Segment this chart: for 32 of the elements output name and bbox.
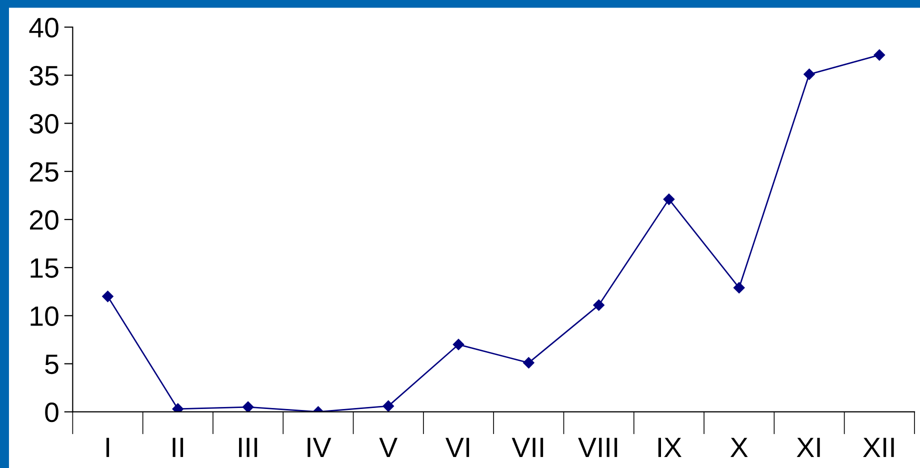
point (382, 400, 394, 412)
point (874, 49, 886, 61)
x-tick-label: XI (796, 438, 820, 457)
y-tick-label: 25 (30, 162, 58, 182)
x-tick-label: IX (658, 438, 682, 457)
x-tick-label: VIII (578, 438, 618, 457)
point (663, 194, 675, 205)
y-tick-label: 40 (29, 18, 58, 38)
y-tick-label: 5 (45, 354, 58, 374)
x-tick-label: II (172, 438, 184, 457)
x-tick-label: XII (863, 438, 894, 457)
point (523, 357, 534, 368)
x-tick-label: X (730, 438, 748, 457)
point (593, 299, 604, 311)
x-tick-label: I (106, 438, 110, 457)
y-tick-label: 20 (30, 210, 58, 230)
y-tick-label: 30 (30, 114, 58, 134)
point (172, 403, 184, 412)
point (452, 338, 464, 350)
y-tick-label: 35 (30, 66, 58, 86)
x-tick-label: VII (512, 438, 544, 457)
y-tick-label: 15 (30, 258, 58, 278)
point (102, 290, 114, 302)
x-tick-label: V (379, 438, 398, 457)
point (804, 68, 815, 80)
point (242, 401, 254, 412)
point (734, 282, 745, 294)
y-tick-label: 10 (30, 306, 58, 326)
y-tick-label: 0 (45, 402, 58, 422)
x-tick-label: VI (446, 438, 470, 457)
x-tick-label: IV (308, 438, 332, 457)
x-tick-label: III (239, 438, 258, 457)
